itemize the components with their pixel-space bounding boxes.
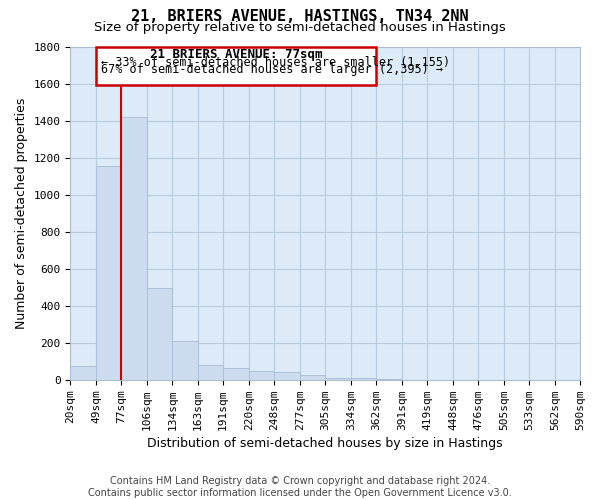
Text: 21 BRIERS AVENUE: 77sqm: 21 BRIERS AVENUE: 77sqm	[150, 48, 322, 62]
Bar	[376, 379, 402, 380]
Bar	[300, 375, 325, 380]
Bar	[147, 288, 172, 380]
Bar	[96, 46, 376, 86]
Text: Contains HM Land Registry data © Crown copyright and database right 2024.
Contai: Contains HM Land Registry data © Crown c…	[88, 476, 512, 498]
Bar	[249, 370, 274, 380]
Bar	[198, 365, 223, 380]
Text: Size of property relative to semi-detached houses in Hastings: Size of property relative to semi-detach…	[94, 21, 506, 34]
Bar	[172, 341, 198, 380]
Bar	[325, 378, 351, 380]
Bar	[351, 378, 376, 380]
Text: 67% of semi-detached houses are larger (2,395) →: 67% of semi-detached houses are larger (…	[101, 63, 443, 76]
Bar	[70, 366, 96, 380]
Y-axis label: Number of semi-detached properties: Number of semi-detached properties	[15, 98, 28, 329]
Bar	[96, 166, 121, 380]
X-axis label: Distribution of semi-detached houses by size in Hastings: Distribution of semi-detached houses by …	[148, 437, 503, 450]
Bar	[223, 368, 249, 380]
Bar	[274, 372, 300, 380]
Text: ← 33% of semi-detached houses are smaller (1,155): ← 33% of semi-detached houses are smalle…	[101, 56, 450, 69]
Bar	[121, 117, 147, 380]
Text: 21, BRIERS AVENUE, HASTINGS, TN34 2NN: 21, BRIERS AVENUE, HASTINGS, TN34 2NN	[131, 9, 469, 24]
